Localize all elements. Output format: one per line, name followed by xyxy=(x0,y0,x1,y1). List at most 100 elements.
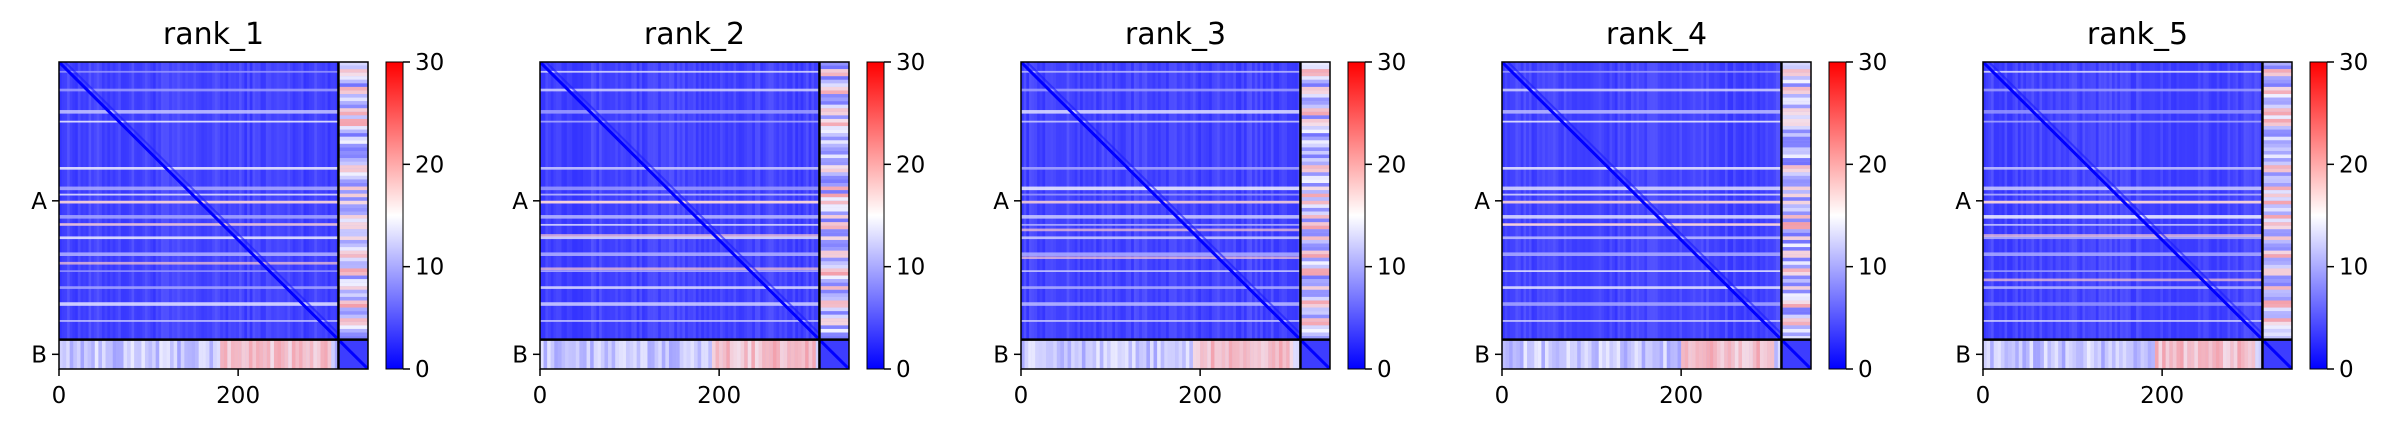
chainB-cell xyxy=(134,339,138,369)
chainB-cell xyxy=(665,339,669,369)
chainB-col-cell xyxy=(1781,321,1811,326)
chainB-cell xyxy=(1756,339,1760,369)
chainB-cell xyxy=(2180,339,2184,369)
chainB-col-cell xyxy=(1300,243,1330,248)
chainB-cell xyxy=(1228,339,1233,369)
chainB-cell xyxy=(2119,339,2123,369)
chainB-col-cell xyxy=(2262,321,2292,326)
chainB-col-cell xyxy=(1300,311,1330,315)
row-stripe xyxy=(1021,186,1301,191)
chainB-cell xyxy=(1695,339,1700,369)
chainB-col-cell xyxy=(338,104,368,109)
heatmap-cells xyxy=(59,62,368,369)
chainB-col-cell xyxy=(819,104,849,109)
chainB-cell xyxy=(697,339,702,369)
chainB-col-cell xyxy=(338,154,368,159)
xtick-label: 0 xyxy=(52,383,67,409)
chainB-cell xyxy=(762,339,766,369)
chainB-cell xyxy=(625,339,630,369)
chainB-cell xyxy=(1570,339,1574,369)
chainB-cell xyxy=(256,339,260,369)
chainB-col-cell xyxy=(819,183,849,187)
chainB-col-cell xyxy=(1781,289,1811,294)
row-stripe xyxy=(540,215,820,219)
row-stripe xyxy=(59,215,339,219)
chainB-cell xyxy=(1042,339,1047,369)
chainB-cell xyxy=(1530,339,1535,369)
chainB-cell xyxy=(2058,339,2062,369)
chainB-cell xyxy=(266,339,271,369)
chainB-cell xyxy=(1742,339,1746,369)
chainB-col-cell xyxy=(2262,264,2292,269)
xtick-label: 200 xyxy=(697,383,741,409)
chainB-col-cell xyxy=(1300,257,1330,262)
chainB-col-cell xyxy=(2262,197,2292,201)
chainB-cell xyxy=(2212,339,2216,369)
chainB-cell xyxy=(744,339,748,369)
chainB-cell xyxy=(116,339,120,369)
chainB-col-cell xyxy=(1781,300,1811,305)
chainB-col-cell xyxy=(2262,207,2292,212)
chainB-col-cell xyxy=(819,293,849,297)
chainB-cell xyxy=(1271,339,1276,369)
chainB-cell xyxy=(1577,339,1581,369)
chainB-col-cell xyxy=(819,254,849,258)
chainB-cell xyxy=(1200,339,1204,369)
chainB-col-cell xyxy=(1300,147,1330,151)
chainB-col-cell xyxy=(1781,279,1811,283)
row-stripe xyxy=(540,186,820,191)
chainB-col-cell xyxy=(2262,218,2292,223)
xtick-label: 200 xyxy=(216,383,260,409)
chainB-col-cell xyxy=(338,321,368,326)
chainB-col-cell xyxy=(819,321,849,326)
row-stripe xyxy=(1983,302,2263,306)
chainB-col-cell xyxy=(2262,286,2292,290)
chainB-cell xyxy=(2051,339,2055,369)
chainB-cell xyxy=(1727,339,1732,369)
chainB-cell xyxy=(661,339,666,369)
row-stripe xyxy=(540,167,820,170)
chainB-col-cell xyxy=(338,318,368,322)
chainB-cell xyxy=(130,339,135,369)
chainB-cell xyxy=(1282,339,1287,369)
chainB-cell xyxy=(73,339,77,369)
chainB-col-cell xyxy=(819,69,849,73)
chainB-cell xyxy=(1074,339,1079,369)
chainB-cell xyxy=(152,339,156,369)
chainB-col-cell xyxy=(338,126,368,130)
row-stripe xyxy=(59,302,339,306)
chainB-cell xyxy=(1745,339,1750,369)
chainB-cell xyxy=(2008,339,2012,369)
chainB-cell xyxy=(550,339,555,369)
chainB-cell xyxy=(1552,339,1556,369)
band-row xyxy=(1983,234,2263,237)
chainB-col-cell xyxy=(338,275,368,280)
chainB-cell xyxy=(543,339,548,369)
ytick-label: B xyxy=(512,342,528,368)
colorbar-tick-label: 0 xyxy=(896,357,911,383)
chainB-col-cell xyxy=(1781,147,1811,151)
diagonal-band xyxy=(1026,62,1330,364)
chainB-col-cell xyxy=(338,79,368,84)
chainB-col-cell xyxy=(1300,97,1330,102)
band-row xyxy=(1983,278,2263,282)
chainB-cell xyxy=(683,339,687,369)
row-stripe xyxy=(1983,270,2263,273)
chainB-cell xyxy=(1146,339,1150,369)
row-stripe xyxy=(1983,120,2263,123)
chainB-cell xyxy=(1584,339,1588,369)
chainB-cell xyxy=(1250,339,1254,369)
chainB-col-cell xyxy=(338,293,368,297)
chainB-cell xyxy=(2187,339,2191,369)
chainB-col-cell xyxy=(1781,76,1811,80)
chainB-col-cell xyxy=(2262,300,2292,305)
chainB-cell xyxy=(604,339,609,369)
chainB-cell xyxy=(2190,339,2195,369)
chainB-cell xyxy=(220,339,224,369)
chainB-col-cell xyxy=(1781,296,1811,301)
colorbar-tick-label: 20 xyxy=(1377,152,1406,178)
chainB-cell xyxy=(1028,339,1032,369)
chainB-cell xyxy=(629,339,634,369)
chainB-cell xyxy=(1021,339,1025,369)
